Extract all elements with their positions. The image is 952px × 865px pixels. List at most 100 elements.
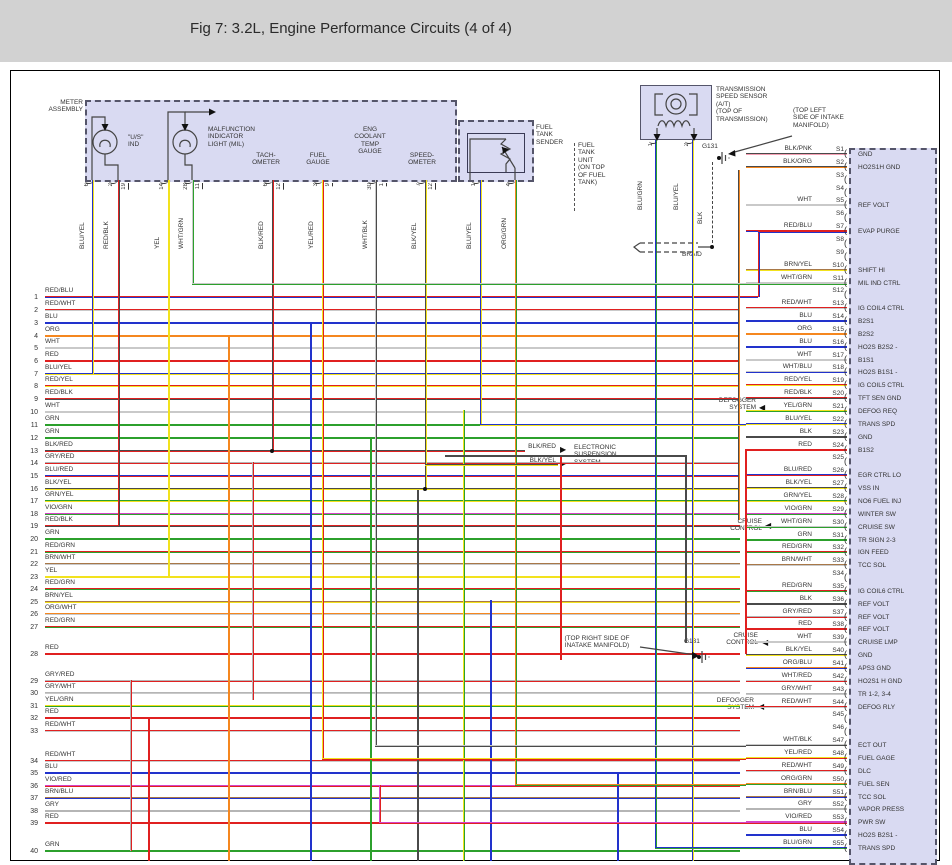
pin-function-label: TFT SEN GND [858,395,902,402]
pin-bracket-icon: ( [844,636,847,646]
g131-bottom-note: (TOP RIGHT SIDE OF INATAKE MANIFOLD) [564,635,630,650]
pin-number: S42 [832,673,844,680]
pin-number: S32 [832,544,844,551]
wire-row [45,785,740,787]
pin-wire-stub [746,641,847,643]
g131-bottom-label: G131 [684,638,708,645]
wire-row [45,680,740,682]
row-number: 13 [30,448,38,455]
component-pin-number: 1 [379,183,385,187]
pin-bracket-icon: ( [844,482,847,492]
wire-row [45,576,740,578]
row-wire-color-label: GRY/RED [45,671,75,678]
row-wire-color-label: RED/GRN [45,617,75,624]
row-number: 22 [30,561,38,568]
pin-wire-color-label: WHT [797,633,812,640]
wire-horizontal [425,464,558,466]
pin-function-label: DLC [858,768,872,775]
pin-wire-color-label: BLK/ORG [783,158,812,165]
row-number: 14 [30,460,38,467]
row-number: 8 [34,383,38,390]
row-wire-color-label: BLK/YEL [45,479,72,486]
pin-bracket-icon: ( [844,187,847,197]
pin-number: S54 [832,827,844,834]
wire-row [45,613,740,615]
pin-function-label: IG COIL4 CTRL [858,305,905,312]
pin-wire-color-label: BLU/GRN [783,839,812,846]
pin-number: S39 [832,634,844,641]
wire-vertical [310,322,312,861]
pin-wire-color-label: RED [798,620,812,627]
pin-wire-color-label: RED/BLU [783,222,812,229]
pin-wire-stub [746,808,847,810]
pin-number: S43 [832,686,844,693]
pin-wire-color-label: YEL/GRN [783,402,812,409]
pcm-connector-panel [849,148,937,865]
pin-number: S40 [832,647,844,654]
pin-bracket-icon: ( [844,521,847,531]
wire-horizontal [758,231,847,233]
row-wire-color-label: GRN [45,415,60,422]
pin-function-label: B2S1 [858,318,874,325]
row-wire-color-label: RED/WHT [45,721,76,728]
connector-arc-icon [160,179,168,184]
pin-wire-color-label: BLU/YEL [785,415,812,422]
row-number: 2 [34,307,38,314]
pin-wire-color-label: RED/WHT [781,762,812,769]
wire-row [45,525,740,527]
pin-bracket-icon: ( [844,508,847,518]
wire-vertical [228,335,230,861]
vertical-wire-color-label: BLK/RED [258,221,265,249]
pin-wire-stub [746,616,847,618]
row-wire-color-label: YEL/GRN [45,696,74,703]
vertical-wire-color-label: WHT/GRN [178,217,185,249]
pin-bracket-icon: ( [844,354,847,364]
wire-row [45,717,740,719]
connector-arc-icon [417,179,425,184]
row-number: 17 [30,498,38,505]
wire-horizontal [192,283,847,285]
row-wire-color-label: RED/BLU [45,287,74,294]
row-wire-color-label: BLK/RED [45,441,73,448]
connector-arc-icon [507,179,515,184]
pin-bracket-icon: ( [844,469,847,479]
pin-bracket-icon: ( [844,302,847,312]
row-wire-color-label: BLU [45,763,58,770]
row-wire-color-label: RED/YEL [45,376,73,383]
pin-number: S22 [832,416,844,423]
vertical-wire-color-label: BLU/YEL [79,222,86,249]
pin-function-label: PWR SW [858,819,886,826]
pin-function-label: TR 1-2, 3-4 [858,691,891,698]
pin-function-label: REF VOLT [858,614,890,621]
g131-top-note: (TOP LEFT SIDE OF INTAKE MANIFOLD) [793,107,844,129]
wire-vertical [738,170,740,520]
pin-function-label: HO2S B1S1 - [858,369,898,376]
pin-wire-color-label: GRY/WHT [781,685,812,692]
pin-wire-stub [746,487,847,489]
wire-vertical [252,462,254,700]
pin-wire-stub [746,423,847,425]
pin-bracket-icon: ( [844,341,847,351]
pin-wire-color-label: BLU [799,312,812,319]
pin-bracket-icon: ( [844,366,847,376]
wire-row [45,850,740,852]
pin-number: S51 [832,789,844,796]
component-pin-number: 12 [428,183,434,190]
row-number: 38 [30,808,38,815]
pin-function-label: TCC SOL [858,794,887,801]
pin-bracket-icon: ( [844,701,847,711]
wire-vertical [685,455,687,643]
row-number: 12 [30,435,38,442]
pin-wire-color-label: BLU [799,338,812,345]
pin-wire-color-label: RED/WHT [781,299,812,306]
pin-bracket-icon: ( [844,623,847,633]
pin-bracket-icon: ( [844,752,847,762]
wire-row [45,810,740,812]
wire-row [45,360,740,362]
pin-bracket-icon: ( [844,572,847,582]
row-number: 30 [30,690,38,697]
wire-horizontal [480,424,746,426]
defogger2-label: DEFOGGER SYSTEM [716,697,754,712]
pin-number: S27 [832,480,844,487]
